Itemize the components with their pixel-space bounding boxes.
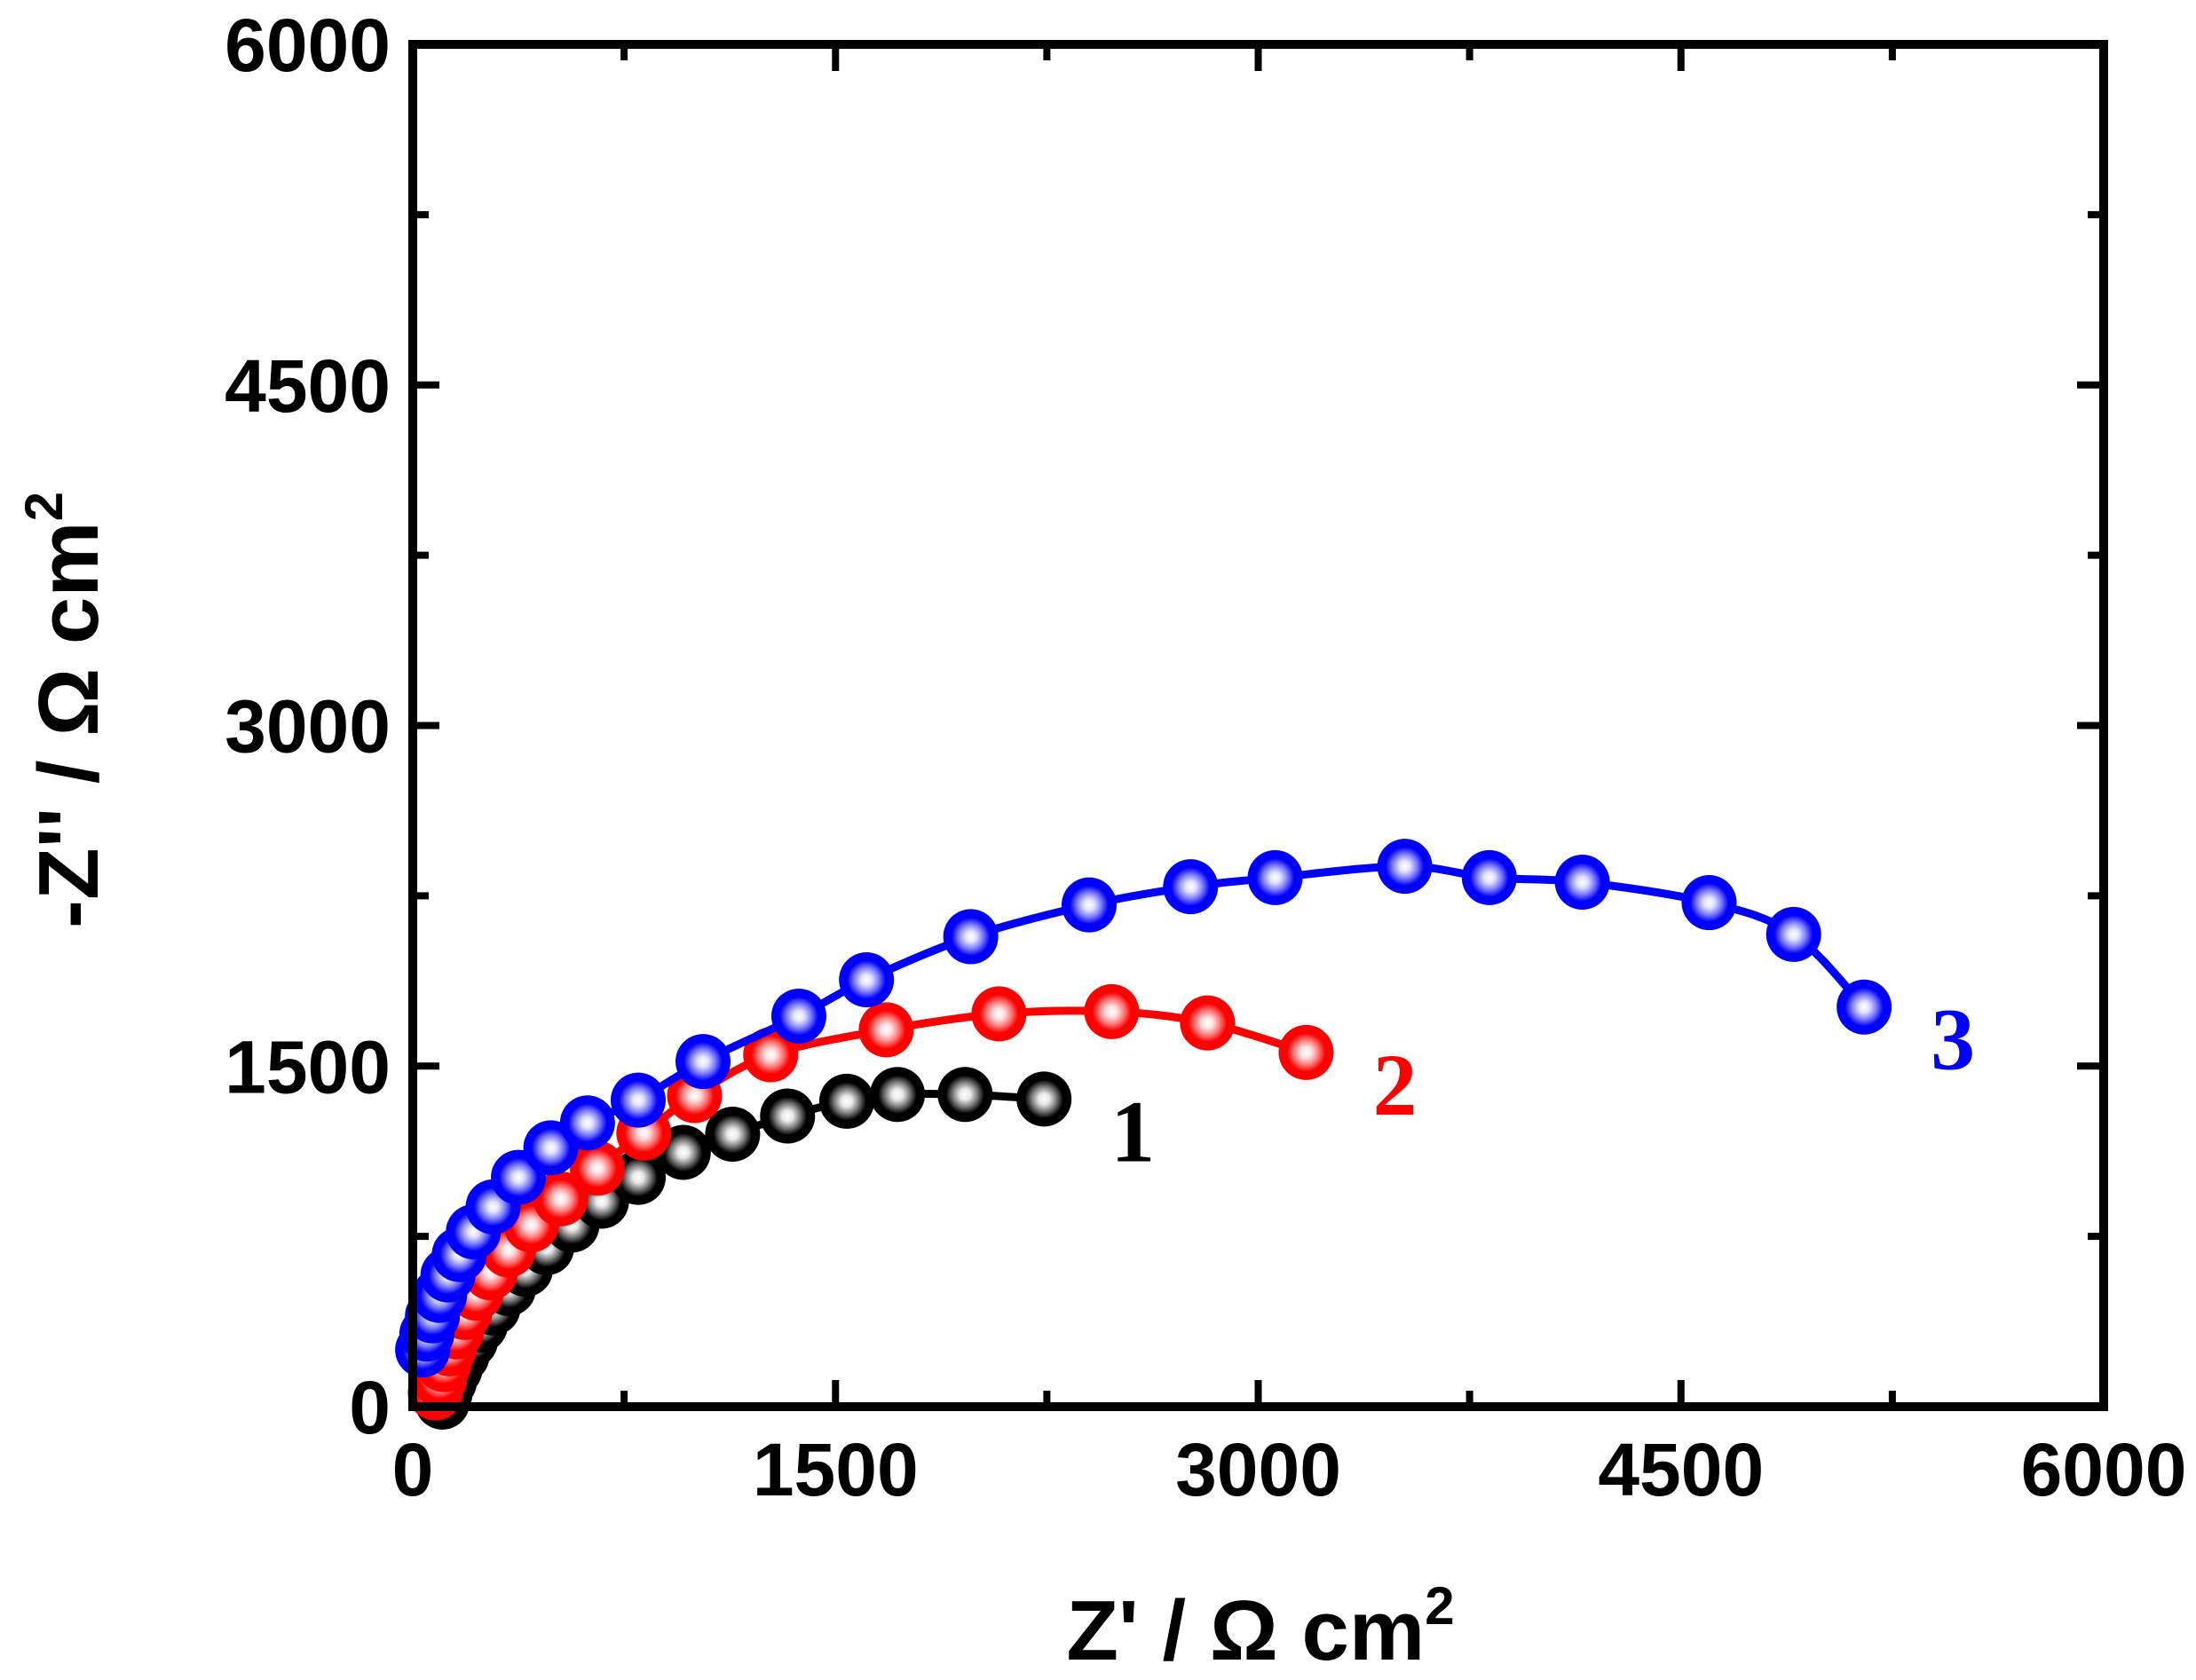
series-3-point [770, 988, 826, 1044]
series-3-point [1062, 877, 1117, 933]
series-3-point [943, 909, 999, 965]
series-1-point [818, 1073, 874, 1129]
series-3-point [1247, 849, 1303, 905]
series-1-point [870, 1067, 926, 1123]
series-1-label: 1 [1110, 1082, 1155, 1180]
series-3-point [559, 1095, 615, 1151]
axis-ticks [409, 41, 2107, 1410]
y-axis-title-text: -Z'' / Ω cm [21, 521, 116, 928]
x-tick-label: 4500 [1598, 1428, 1764, 1511]
y-tick-label: 4500 [225, 344, 391, 428]
series-3: 3 [395, 839, 1975, 1378]
x-tick-label: 0 [392, 1428, 434, 1511]
y-tick-label: 3000 [225, 685, 391, 769]
x-tick-label: 3000 [1175, 1428, 1341, 1511]
series-2-point [971, 986, 1027, 1042]
series-3-point [839, 952, 895, 1008]
series-2-point [1278, 1024, 1334, 1080]
series-2-point [1084, 983, 1140, 1039]
series-2-point [533, 1171, 588, 1226]
series-layer: 1 2 3 [395, 839, 1975, 1430]
series-3-point [1837, 979, 1892, 1035]
series-3-label: 3 [1931, 990, 1975, 1089]
series-1-point [1016, 1071, 1072, 1127]
series-2: 2 [407, 983, 1417, 1421]
x-axis-title-superscript: 2 [1425, 1576, 1454, 1636]
series-3-point [1554, 855, 1610, 911]
series-2-point [743, 1027, 799, 1083]
x-tick-label: 1500 [753, 1428, 919, 1511]
series-2-label: 2 [1372, 1036, 1417, 1134]
series-1-point [937, 1067, 993, 1123]
series-3-point [1461, 849, 1517, 905]
series-3-point [1163, 859, 1219, 915]
tick-labels: 0 1500 3000 4500 6000 0 1500 3000 4500 6000 [225, 4, 2186, 1511]
series-2-point [858, 1002, 914, 1058]
series-3-point [675, 1034, 731, 1090]
x-tick-label: 6000 [2021, 1428, 2187, 1511]
series-1-point [760, 1088, 816, 1144]
series-2-point [569, 1140, 625, 1196]
y-tick-label: 0 [349, 1366, 391, 1449]
series-3-point [611, 1072, 666, 1128]
series-1-point [705, 1107, 761, 1162]
series-3-point [1681, 875, 1737, 931]
plot-frame [408, 40, 2108, 1411]
series-3-point [1765, 906, 1821, 962]
y-tick-label: 1500 [225, 1025, 391, 1108]
x-axis-title-text: Z' / Ω cm [1066, 1583, 1425, 1678]
y-axis-title: -Z'' / Ω cm2 [14, 492, 116, 928]
x-axis-title: Z' / Ω cm2 [1066, 1576, 1454, 1678]
series-3-point [1377, 839, 1433, 895]
y-tick-label: 6000 [225, 4, 391, 87]
series-2-point [1180, 995, 1236, 1051]
y-axis-title-superscript: 2 [14, 492, 74, 521]
